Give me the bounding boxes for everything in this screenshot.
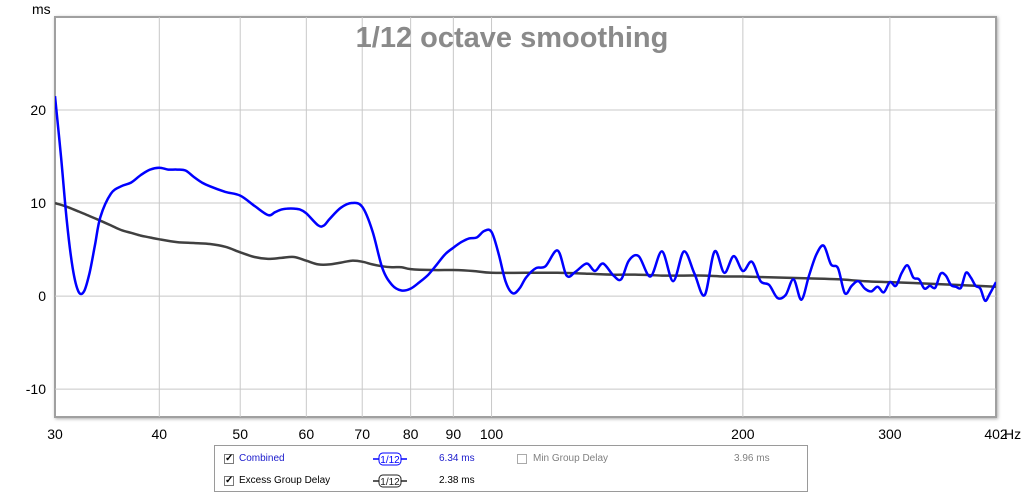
y-tick-label: 0 — [38, 288, 46, 304]
y-axis-unit-label: ms — [32, 1, 51, 17]
combined-value: 6.34 ms — [439, 453, 475, 464]
x-tick-label: 100 — [480, 426, 504, 442]
series-lines — [55, 95, 996, 303]
min-group-delay-label: Min Group Delay — [533, 453, 609, 464]
chart-title: 1/12 octave smoothing — [356, 22, 669, 54]
combined-legend-label: Combined — [239, 453, 285, 464]
legend-row-combined: ✓ Combined 1/12 6.34 ms Min Group Delay … — [215, 449, 807, 469]
plot-area — [54, 16, 997, 418]
excess-smoothing-button[interactable]: 1/12 — [373, 474, 407, 488]
x-tick-label: 402 — [984, 426, 1008, 442]
x-tick-label: 90 — [446, 426, 462, 442]
x-tick-label: 200 — [731, 426, 755, 442]
min-group-delay-checkbox[interactable] — [517, 454, 527, 464]
smoothing-icon: 1/12 — [373, 474, 407, 488]
x-axis-unit-label: Hz — [1004, 426, 1021, 442]
x-tick-label: 40 — [152, 426, 168, 442]
combined-checkbox[interactable]: ✓ — [224, 453, 234, 464]
min-group-delay-value: 3.96 ms — [734, 453, 770, 464]
group-delay-chart: 1/12 octave smoothing 30 40 50 60 70 80 90 100 2… — [26, 1, 1021, 442]
smoothing-icon: 1/12 — [373, 452, 407, 466]
x-tick-label: 70 — [354, 426, 370, 442]
combined-series-line — [55, 95, 996, 303]
legend-panel: ✓ Combined 1/12 6.34 ms Min Group Delay … — [214, 445, 808, 492]
grid-lines — [55, 17, 996, 417]
excess-group-delay-checkbox[interactable]: ✓ — [224, 475, 234, 486]
y-tick-label: 10 — [30, 195, 46, 211]
x-tick-label: 30 — [47, 426, 63, 442]
y-tick-label: 20 — [30, 102, 46, 118]
combined-smoothing-button[interactable]: 1/12 — [373, 452, 407, 466]
y-tick-label: -10 — [26, 381, 46, 397]
legend-row-excess: ✓ Excess Group Delay 1/12 2.38 ms — [215, 471, 807, 491]
x-tick-label: 300 — [878, 426, 902, 442]
excess-group-delay-value: 2.38 ms — [439, 475, 475, 486]
combined-smoothing-text: 1/12 — [380, 455, 400, 466]
x-tick-label: 60 — [299, 426, 315, 442]
excess-group-delay-label: Excess Group Delay — [239, 475, 331, 486]
excess-smoothing-text: 1/12 — [380, 477, 400, 488]
x-tick-label: 50 — [232, 426, 248, 442]
x-tick-label: 80 — [403, 426, 419, 442]
